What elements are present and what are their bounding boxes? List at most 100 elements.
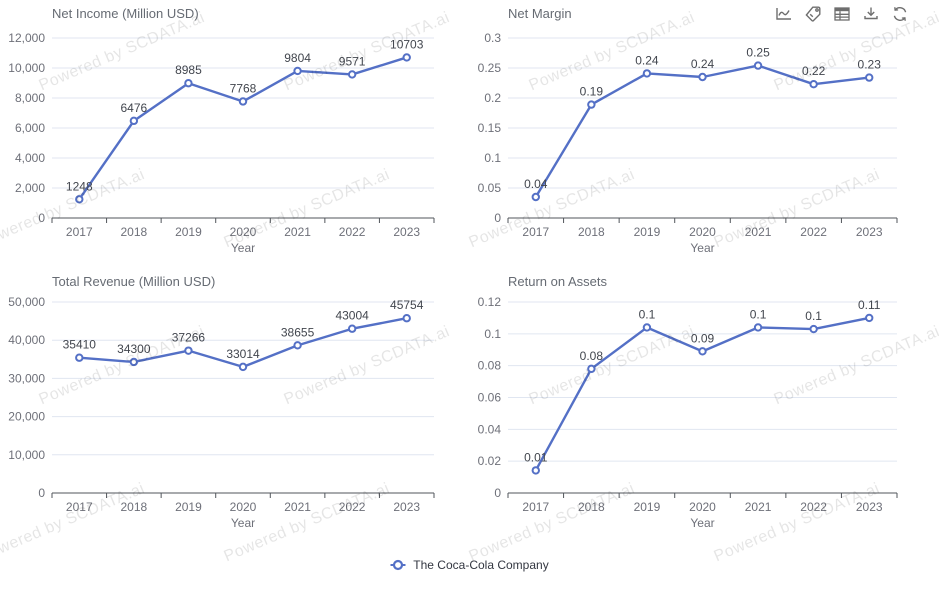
x-tick-label: 2022 (339, 225, 366, 239)
legend-item-label: The Coca-Cola Company (413, 558, 549, 572)
x-tick-label: 2017 (522, 225, 549, 239)
data-label: 0.11 (858, 298, 881, 312)
data-label: 0.09 (691, 331, 715, 345)
x-tick-label: 2022 (800, 500, 827, 514)
tag-icon[interactable] (804, 5, 822, 23)
data-point[interactable] (587, 364, 596, 374)
data-label: 9804 (284, 51, 311, 65)
data-point[interactable] (642, 323, 652, 332)
data-point[interactable] (753, 61, 763, 70)
x-tick-label: 2022 (800, 225, 827, 239)
y-tick-label: 20,000 (8, 410, 45, 424)
data-point[interactable] (402, 53, 411, 62)
x-tick-label: 2020 (230, 225, 257, 239)
data-point[interactable] (698, 72, 707, 82)
data-point[interactable] (809, 324, 818, 334)
data-point[interactable] (809, 80, 818, 89)
x-axis-title: Year (231, 241, 255, 255)
x-tick-label: 2022 (339, 500, 366, 514)
data-point[interactable] (293, 341, 302, 350)
data-point[interactable] (129, 116, 139, 126)
x-tick-label: 2020 (230, 500, 257, 514)
x-tick-label: 2021 (284, 225, 311, 239)
data-point[interactable] (865, 313, 874, 323)
data-point[interactable] (347, 70, 357, 79)
data-point[interactable] (531, 192, 540, 202)
data-label: 7768 (230, 81, 257, 95)
data-label: 38655 (281, 325, 315, 339)
chart-title: Net Income (Million USD) (52, 6, 199, 21)
line-chart-icon[interactable] (775, 5, 793, 23)
data-point[interactable] (642, 69, 652, 78)
data-point[interactable] (753, 323, 763, 332)
net-margin-chart: Net Margin 0 0.05 0.1 0.15 0.2 0.25 0.3 2017 2018… (478, 6, 898, 255)
data-label: 0.25 (746, 46, 770, 60)
y-tick-label: 6,000 (15, 121, 45, 135)
data-point[interactable] (865, 73, 874, 82)
x-tick-label: 2021 (745, 225, 772, 239)
data-label: 45754 (390, 298, 424, 312)
data-point[interactable] (293, 66, 302, 76)
data-point[interactable] (531, 466, 540, 475)
refresh-icon[interactable] (891, 5, 909, 23)
data-label: 0.08 (580, 349, 604, 363)
data-label: 0.24 (635, 53, 659, 67)
net-income-chart: Net Income (Million USD) 0 2,000 4,000 6,000… (8, 6, 435, 255)
x-tick-label: 2023 (856, 225, 883, 239)
x-tick-label: 2019 (175, 500, 202, 514)
data-point[interactable] (698, 347, 707, 356)
data-label: 8985 (175, 63, 202, 77)
x-tick-label: 2023 (393, 500, 420, 514)
data-point[interactable] (238, 362, 248, 372)
chart-title: Net Margin (508, 6, 572, 21)
table-icon[interactable] (833, 5, 851, 23)
x-tick-label: 2021 (745, 500, 772, 514)
x-tick-label: 2017 (66, 225, 93, 239)
data-point[interactable] (347, 324, 357, 333)
y-tick-label: 8,000 (15, 91, 45, 105)
data-label: 43004 (335, 309, 369, 323)
data-label: 9571 (339, 54, 366, 68)
x-tick-label: 2018 (578, 225, 605, 239)
x-axis-title: Year (690, 516, 714, 530)
y-tick-label: 2,000 (15, 181, 45, 195)
x-tick-label: 2019 (175, 225, 202, 239)
x-tick-label: 2018 (578, 500, 605, 514)
x-axis-title: Year (690, 241, 714, 255)
data-point[interactable] (402, 314, 411, 323)
data-label: 37266 (172, 331, 206, 345)
x-tick-label: 2019 (634, 500, 661, 514)
y-tick-label: 30,000 (8, 371, 45, 385)
y-tick-label: 0 (38, 486, 45, 500)
data-label: 0.22 (802, 64, 826, 78)
y-tick-label: 0.2 (484, 91, 501, 105)
data-point[interactable] (75, 195, 84, 204)
return-on-assets-chart: Return on Assets00.020.040.060.080.10.12… (478, 274, 898, 530)
download-icon[interactable] (862, 5, 880, 23)
y-tick-label: 12,000 (8, 31, 45, 45)
data-point[interactable] (238, 97, 248, 106)
data-label: 0.24 (691, 57, 715, 71)
data-point[interactable] (587, 100, 596, 109)
y-tick-label: 0.1 (484, 151, 501, 165)
y-tick-label: 0.15 (478, 121, 502, 135)
data-label: 10703 (390, 37, 424, 51)
x-tick-label: 2018 (121, 500, 148, 514)
chart-title: Return on Assets (508, 274, 607, 289)
chart-panel-net-margin: Net Margin 0 0.05 0.1 0.15 0.2 0.25 0.3 2017 2018… (470, 0, 939, 271)
data-label: 0.23 (858, 58, 882, 72)
y-tick-label: 10,000 (8, 448, 45, 462)
data-label: 0.04 (524, 177, 548, 191)
data-point[interactable] (75, 353, 84, 362)
x-tick-label: 2020 (689, 500, 716, 514)
y-tick-label: 0.06 (478, 391, 502, 405)
data-point[interactable] (184, 79, 193, 88)
x-tick-label: 2018 (121, 225, 148, 239)
data-point[interactable] (184, 346, 193, 355)
y-tick-label: 0 (38, 211, 45, 225)
data-label: 6476 (121, 101, 148, 115)
data-label: 0.1 (639, 307, 656, 321)
legend-item-coca-cola[interactable]: The Coca-Cola Company (390, 558, 549, 572)
data-point[interactable] (129, 357, 139, 367)
